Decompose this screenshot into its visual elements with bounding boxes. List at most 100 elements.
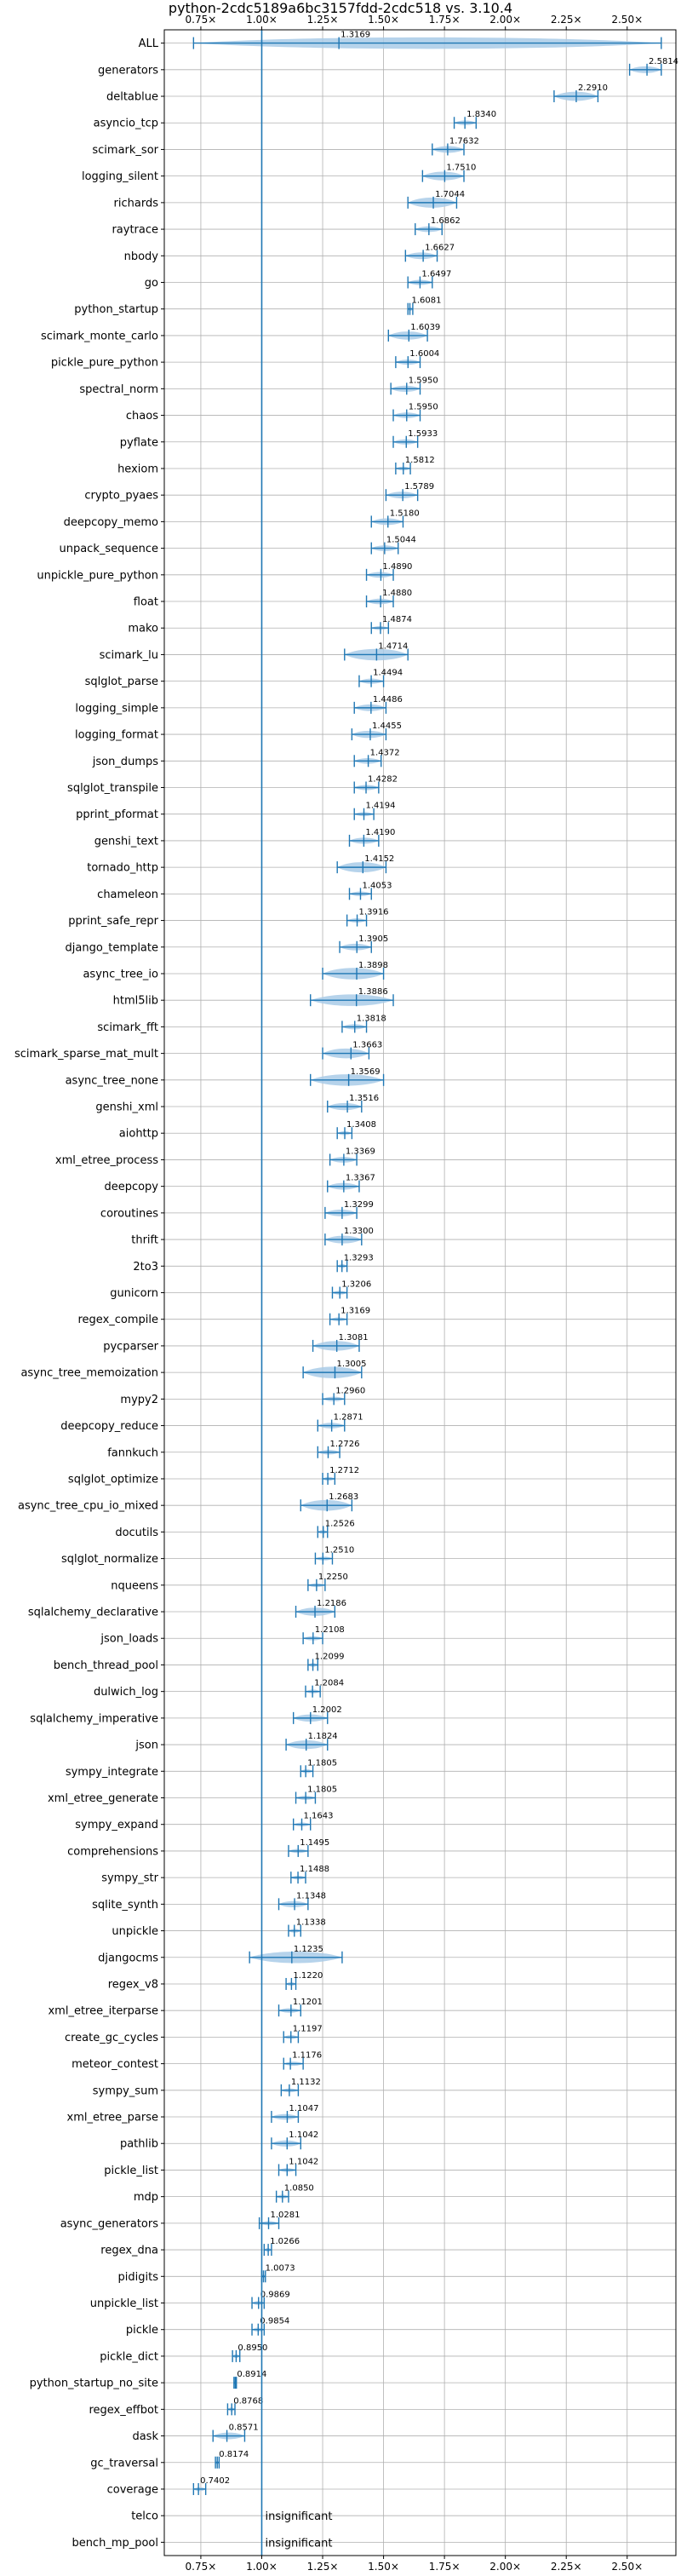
benchmark-label: comprehensions	[67, 1845, 158, 1858]
benchmark-label: sqlglot_transpile	[67, 782, 158, 795]
value-label: 1.2108	[315, 1625, 345, 1635]
x-tick-label-top: 2.00×	[489, 14, 521, 26]
value-label: 1.3516	[349, 1094, 379, 1103]
benchmark-label: async_tree_memoization	[20, 1367, 158, 1380]
benchmark-label: async_generators	[60, 2217, 159, 2230]
value-label: 1.3916	[359, 908, 389, 917]
value-label: 1.1132	[291, 2078, 321, 2087]
benchmark-label: scimark_fft	[97, 1021, 158, 1034]
value-label: 1.3569	[351, 1067, 381, 1077]
value-label: 1.1824	[308, 1732, 338, 1741]
value-label: 1.7632	[449, 136, 479, 146]
value-label: 1.1042	[289, 2130, 318, 2140]
benchmark-label: chameleon	[97, 888, 158, 901]
value-label: 0.8571	[229, 2424, 259, 2433]
benchmark-label: mypy2	[120, 1394, 158, 1406]
benchmark-label: pyflate	[120, 436, 158, 449]
value-label: 1.6004	[409, 349, 439, 359]
benchmark-label: deepcopy	[104, 1181, 158, 1193]
value-label: 0.7402	[200, 2476, 230, 2486]
value-label: 1.2510	[324, 1546, 354, 1555]
benchmark-label: json_loads	[100, 1633, 158, 1646]
value-label: 1.1176	[292, 2051, 322, 2061]
benchmark-label: sympy_str	[101, 1872, 158, 1885]
violin-layer: 1.3169 2.5814 2.2910 1.8340 1.7632 1.7510 1.70…	[192, 30, 678, 2556]
value-label: 1.4890	[382, 562, 412, 572]
benchmark-label: ALL	[139, 37, 159, 50]
x-tick-label-top: 0.75×	[186, 14, 217, 26]
value-label: 1.3169	[340, 31, 370, 40]
value-label: 1.5933	[408, 429, 438, 439]
benchmark-label: xml_etree_iterparse	[48, 2005, 158, 2018]
benchmark-label: gunicorn	[110, 1287, 158, 1300]
benchmark-label: mdp	[134, 2191, 158, 2204]
value-label: 1.3369	[346, 1147, 375, 1156]
value-label: 1.4486	[373, 695, 403, 704]
benchmark-label: xml_etree_generate	[48, 1792, 158, 1805]
benchmark-label: meteor_contest	[72, 2058, 158, 2071]
value-label: 1.1805	[307, 1758, 337, 1768]
value-label: 1.2250	[318, 1573, 348, 1582]
value-label: 0.9869	[260, 2291, 290, 2300]
benchmark-label: regex_v8	[108, 1978, 158, 1991]
value-label: 0.8914	[237, 2370, 266, 2379]
benchmark-label: regex_dna	[100, 2245, 158, 2257]
insignificant-label: insignificant	[265, 2510, 332, 2523]
benchmark-label: xml_etree_parse	[67, 2112, 158, 2125]
value-label: 1.1042	[289, 2157, 318, 2166]
benchmark-label: deepcopy_reduce	[60, 1420, 158, 1433]
insignificant-label: insignificant	[265, 2537, 332, 2550]
benchmark-label: telco	[131, 2510, 158, 2523]
benchmark-label: pprint_safe_repr	[68, 915, 158, 928]
value-label: 1.0281	[271, 2211, 300, 2220]
benchmark-label: aiohttp	[119, 1128, 158, 1141]
benchmark-label: regex_effbot	[89, 2404, 158, 2417]
x-tick-label-top: 1.00×	[246, 14, 278, 26]
x-tick-label-top: 2.50×	[611, 14, 643, 26]
grid-layer	[164, 30, 676, 2556]
benchmark-label: unpickle_list	[90, 2297, 158, 2310]
benchmark-label: sympy_integrate	[66, 1766, 158, 1779]
value-label: 1.4152	[364, 854, 394, 864]
value-label: 1.3206	[341, 1280, 371, 1290]
benchmark-label: scimark_sparse_mat_mult	[14, 1048, 158, 1061]
benchmark-label: django_template	[66, 941, 158, 954]
value-label: 1.4494	[373, 669, 403, 678]
benchmark-label: logging_simple	[75, 702, 158, 715]
benchmark-label: tornado_http	[87, 862, 158, 875]
benchmark-label: generators	[98, 64, 158, 77]
value-label: 1.1197	[293, 2024, 323, 2033]
value-label: 1.4714	[378, 641, 408, 651]
value-label: 1.3005	[336, 1360, 366, 1369]
x-tick-label-top: 1.25×	[307, 14, 339, 26]
value-label: 1.5950	[409, 376, 438, 385]
value-label: 1.8340	[466, 110, 496, 119]
benchmark-label: raytrace	[112, 224, 158, 237]
benchmark-label: nqueens	[111, 1579, 158, 1592]
x-tick-label-top: 1.75×	[429, 14, 461, 26]
value-label: 1.4880	[382, 589, 412, 598]
value-label: 1.4874	[382, 615, 412, 624]
x-tick-label-bottom: 2.50×	[611, 2561, 643, 2573]
benchmark-label: djangocms	[98, 1952, 158, 1964]
value-label: 1.3169	[340, 1307, 370, 1316]
benchmark-label: unpack_sequence	[59, 543, 158, 555]
value-label: 1.1235	[294, 1945, 323, 1954]
value-label: 1.1805	[307, 1785, 337, 1795]
value-label: 1.1495	[300, 1838, 329, 1848]
value-label: 1.3081	[339, 1333, 369, 1343]
chart-title: python-2cdc5189a6bc3157fdd-2cdc518 vs. 3…	[169, 0, 512, 16]
value-label: 1.7510	[446, 164, 476, 173]
value-label: 1.6039	[410, 323, 440, 332]
x-tick-label-bottom: 2.00×	[489, 2561, 521, 2573]
value-label: 1.3300	[344, 1227, 374, 1236]
value-label: 1.3367	[346, 1174, 375, 1183]
benchmark-label: pidigits	[118, 2271, 159, 2284]
value-label: 0.8768	[233, 2396, 263, 2406]
benchmark-label: docutils	[115, 1527, 158, 1539]
benchmark-label: deltablue	[106, 91, 158, 104]
value-label: 1.2960	[335, 1386, 365, 1395]
value-label: 1.3299	[344, 1200, 374, 1210]
value-label: 1.0073	[266, 2263, 295, 2273]
